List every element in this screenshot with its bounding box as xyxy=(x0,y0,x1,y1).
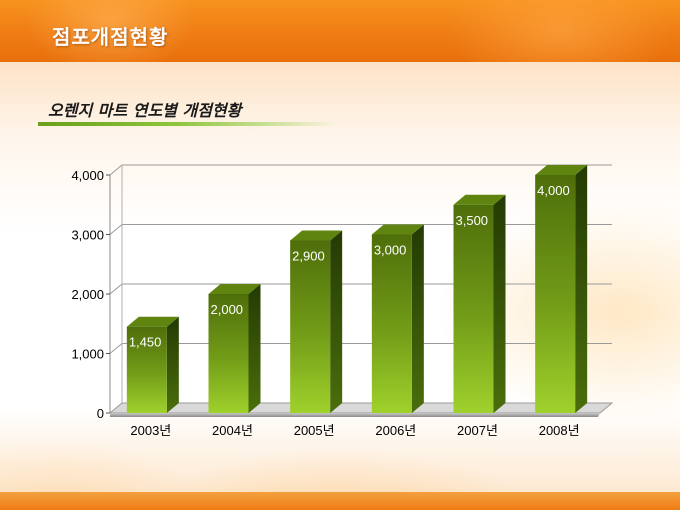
bar-top xyxy=(453,194,506,205)
title-underline xyxy=(38,122,338,126)
y-tick-label: 4,000 xyxy=(71,168,104,183)
y-tick-label: 0 xyxy=(97,406,104,421)
x-tick-label: 2005년 xyxy=(294,423,335,438)
header-bar: 점포개점현황 xyxy=(0,0,680,62)
gridline xyxy=(109,164,612,176)
data-label: 2,900 xyxy=(292,248,325,263)
x-tick-label: 2003년 xyxy=(130,423,171,438)
bar xyxy=(453,204,494,413)
bar xyxy=(290,240,331,413)
x-tick-label: 2004년 xyxy=(212,423,253,438)
bar-side xyxy=(493,194,506,413)
bar xyxy=(535,175,576,413)
page-title: 점포개점현황 xyxy=(52,25,169,49)
footer-bar xyxy=(0,492,680,510)
data-label: 3,500 xyxy=(456,213,489,228)
bar xyxy=(371,234,412,413)
bar-side xyxy=(575,165,588,413)
data-label: 2,000 xyxy=(211,302,244,317)
bar-side xyxy=(166,316,179,413)
data-label: 1,450 xyxy=(129,335,162,350)
bar-top xyxy=(290,230,343,241)
x-tick-label: 2008년 xyxy=(539,423,580,438)
chart-title: 오렌지 마트 연도별 개점현황 xyxy=(48,101,242,120)
y-tick-label: 2,000 xyxy=(71,287,104,302)
x-tick-label: 2007년 xyxy=(457,423,498,438)
bar xyxy=(208,294,249,413)
y-tick-label: 3,000 xyxy=(71,228,104,243)
bar-top xyxy=(126,316,179,327)
chart-floor-edge xyxy=(110,413,600,417)
x-tick-label: 2006년 xyxy=(375,423,416,438)
data-label: 3,000 xyxy=(374,243,407,258)
y-tick-label: 1,000 xyxy=(71,347,104,362)
bar-top xyxy=(208,284,261,294)
bar-side xyxy=(411,224,424,413)
bar-top xyxy=(371,224,424,235)
data-label: 4,000 xyxy=(537,183,570,198)
bar-side xyxy=(330,230,343,413)
bar-top xyxy=(535,165,588,175)
bar-side xyxy=(248,284,261,413)
bar xyxy=(126,326,167,413)
